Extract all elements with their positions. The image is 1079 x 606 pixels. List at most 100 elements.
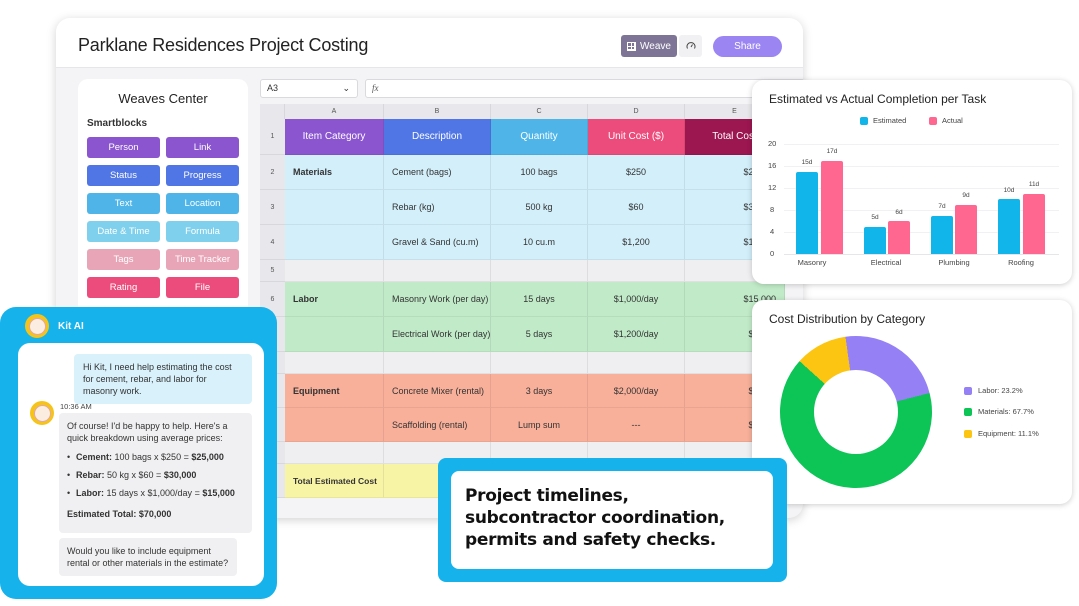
table-cell[interactable] <box>285 225 384 260</box>
table-cell[interactable]: Labor <box>285 282 384 317</box>
table-cell[interactable]: 10 cu.m <box>491 225 588 260</box>
smartblock-file[interactable]: File <box>166 277 239 298</box>
table-cell[interactable]: Concrete Mixer (rental) <box>384 374 491 408</box>
formula-input[interactable]: fx <box>365 79 803 98</box>
table-cell[interactable]: Cement (bags) <box>384 155 491 190</box>
select-all-corner[interactable] <box>260 104 285 119</box>
column-header-d[interactable]: D <box>588 104 685 119</box>
smartblock-rating[interactable]: Rating <box>87 277 160 298</box>
table-cell[interactable] <box>491 260 588 282</box>
table-cell[interactable]: 500 kg <box>491 190 588 225</box>
smartblock-person[interactable]: Person <box>87 137 160 158</box>
weaves-center-title: Weaves Center <box>118 91 208 106</box>
grid-icon <box>627 41 637 51</box>
bar-value: 5d <box>871 214 879 221</box>
bar-roofing-actual[interactable] <box>1023 193 1045 254</box>
table-cell[interactable]: $60 <box>588 190 685 225</box>
table-cell[interactable] <box>285 260 384 282</box>
table-cell[interactable]: 5 days <box>491 317 588 352</box>
chat-body[interactable]: Hi Kit, I need help estimating the cost … <box>18 343 264 586</box>
table-cell[interactable] <box>285 317 384 352</box>
row-number[interactable]: 2 <box>260 155 285 190</box>
row-number[interactable]: 4 <box>260 225 285 260</box>
table-cell[interactable] <box>588 352 685 374</box>
gridline <box>784 188 1059 189</box>
table-cell[interactable]: $1,200/day <box>588 317 685 352</box>
table-cell[interactable]: 15 days <box>491 282 588 317</box>
y-tick: 4 <box>770 227 775 236</box>
smartblock-time-tracker[interactable]: Time Tracker <box>166 249 239 270</box>
table-cell[interactable] <box>384 352 491 374</box>
bar-plumbing-actual[interactable] <box>955 204 977 254</box>
bot-intro: Of course! I'd be happy to help. Here's … <box>67 421 228 443</box>
header-quantity[interactable]: Quantity <box>491 119 588 155</box>
table-cell[interactable] <box>285 408 384 442</box>
kit-ai-avatar <box>25 314 49 338</box>
gauge-button[interactable] <box>679 35 702 57</box>
table-cell[interactable] <box>588 260 685 282</box>
table-cell[interactable] <box>285 190 384 225</box>
table-cell[interactable]: Masonry Work (per day) <box>384 282 491 317</box>
table-cell[interactable]: Rebar (kg) <box>384 190 491 225</box>
smartblock-tags[interactable]: Tags <box>87 249 160 270</box>
table-cell[interactable]: Materials <box>285 155 384 190</box>
smartblock-date-time[interactable]: Date & Time <box>87 221 160 242</box>
legend-equipment[interactable]: Equipment: 11.1% <box>964 429 1039 438</box>
column-header-b[interactable]: B <box>384 104 491 119</box>
column-header-a[interactable]: A <box>285 104 384 119</box>
row-number[interactable]: 3 <box>260 190 285 225</box>
gauge-icon <box>686 42 695 49</box>
bar-plumbing-estimated[interactable] <box>931 215 953 254</box>
bar-electrical-estimated[interactable] <box>864 226 886 254</box>
legend-label: Labor: 23.2% <box>978 386 1023 395</box>
smartblock-location[interactable]: Location <box>166 193 239 214</box>
row-number[interactable]: 1 <box>260 119 285 155</box>
bar-masonry-actual[interactable] <box>821 160 843 254</box>
weave-button[interactable]: Weave <box>621 35 677 57</box>
table-cell[interactable]: Scaffolding (rental) <box>384 408 491 442</box>
bar-electrical-actual[interactable] <box>888 221 910 254</box>
cell-reference-box[interactable]: A3 ⌄ <box>260 79 358 98</box>
smartblock-formula[interactable]: Formula <box>166 221 239 242</box>
bar-masonry-estimated[interactable] <box>796 171 818 254</box>
header-unit-cost[interactable]: Unit Cost ($) <box>588 119 685 155</box>
bar-roofing-estimated[interactable] <box>998 199 1020 254</box>
table-cell[interactable] <box>285 442 384 464</box>
table-cell[interactable]: $250 <box>588 155 685 190</box>
table-cell[interactable]: --- <box>588 408 685 442</box>
table-cell[interactable]: $1,000/day <box>588 282 685 317</box>
total-estimated-cost-label[interactable]: Total Estimated Cost <box>285 464 384 498</box>
x-category: Electrical <box>870 258 902 267</box>
column-header-c[interactable]: C <box>491 104 588 119</box>
smartblock-text[interactable]: Text <box>87 193 160 214</box>
table-cell[interactable]: 3 days <box>491 374 588 408</box>
smartblock-link[interactable]: Link <box>166 137 239 158</box>
smartblock-progress[interactable]: Progress <box>166 165 239 186</box>
fx-icon: fx <box>372 83 379 93</box>
header-item-category[interactable]: Item Category <box>285 119 384 155</box>
header-description[interactable]: Description <box>384 119 491 155</box>
table-cell[interactable] <box>491 352 588 374</box>
gridline <box>784 144 1059 145</box>
table-cell[interactable]: Lump sum <box>491 408 588 442</box>
share-button[interactable]: Share <box>713 36 782 57</box>
table-cell[interactable]: $2,000/day <box>588 374 685 408</box>
table-cell[interactable]: Electrical Work (per day) <box>384 317 491 352</box>
labor-swatch <box>964 386 972 395</box>
table-cell[interactable]: Gravel & Sand (cu.m) <box>384 225 491 260</box>
table-cell[interactable] <box>384 260 491 282</box>
bar-value: 10d <box>1003 187 1015 194</box>
legend-label: Estimated <box>873 116 907 125</box>
table-cell[interactable]: $1,200 <box>588 225 685 260</box>
smartblock-status[interactable]: Status <box>87 165 160 186</box>
legend-label: Equipment: 11.1% <box>978 429 1039 438</box>
bar-value: 17d <box>826 148 838 155</box>
row-number[interactable]: 5 <box>260 260 285 282</box>
legend-estimated[interactable]: Estimated <box>860 116 906 125</box>
legend-materials[interactable]: Materials: 67.7% <box>964 407 1034 416</box>
table-cell[interactable]: Equipment <box>285 374 384 408</box>
table-cell[interactable]: 100 bags <box>491 155 588 190</box>
legend-labor[interactable]: Labor: 23.2% <box>964 386 1023 395</box>
legend-actual[interactable]: Actual <box>929 116 963 125</box>
table-cell[interactable] <box>285 352 384 374</box>
